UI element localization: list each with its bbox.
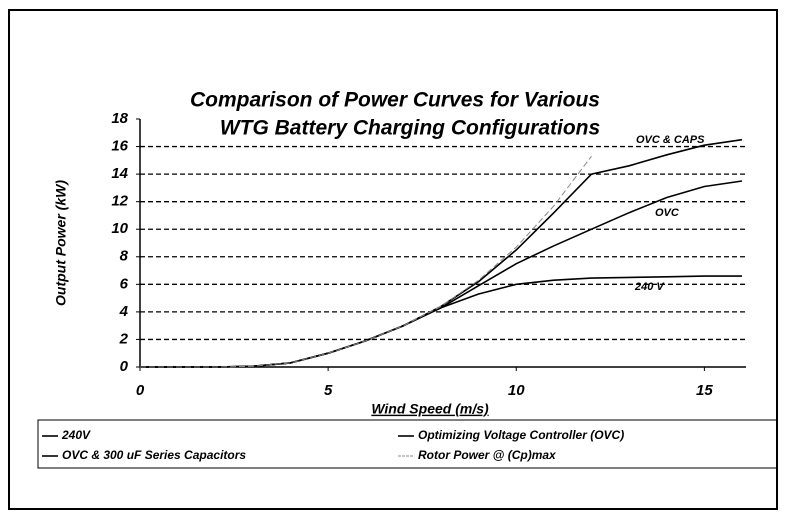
y-tick-label: 18 xyxy=(111,110,128,127)
y-axis-label: Output Power (kW) xyxy=(53,180,69,306)
y-tick-label: 4 xyxy=(119,303,129,320)
annotation: OVC & CAPS xyxy=(636,134,705,146)
x-tick-label: 5 xyxy=(324,382,333,399)
legend-label: 240V xyxy=(61,428,91,442)
x-tick-label: 15 xyxy=(696,382,713,399)
y-tick-label: 12 xyxy=(111,193,128,210)
chart-title: WTG Battery Charging Configurations xyxy=(220,117,600,140)
y-tick-label: 8 xyxy=(120,248,129,265)
legend-label: Optimizing Voltage Controller (OVC) xyxy=(418,428,624,442)
x-tick-label: 0 xyxy=(136,382,145,399)
annotation: 240 V xyxy=(634,281,665,293)
legend-label: Rotor Power @ (Cp)max xyxy=(418,448,557,462)
x-axis-label: Wind Speed (m/s) xyxy=(371,401,489,417)
y-tick-label: 2 xyxy=(119,330,129,347)
y-tick-label: 6 xyxy=(120,275,129,292)
frame xyxy=(8,9,778,510)
y-tick-label: 16 xyxy=(111,138,128,155)
legend-label: OVC & 300 uF Series Capacitors xyxy=(62,448,246,462)
y-tick-label: 14 xyxy=(111,165,128,182)
chart-title: Comparison of Power Curves for Various xyxy=(190,89,600,112)
annotation: OVC xyxy=(655,207,680,219)
x-tick-label: 10 xyxy=(508,382,525,399)
legend-box xyxy=(37,419,778,469)
series-line xyxy=(140,155,592,368)
y-tick-label: 10 xyxy=(111,220,128,237)
y-tick-label: 0 xyxy=(120,358,129,375)
